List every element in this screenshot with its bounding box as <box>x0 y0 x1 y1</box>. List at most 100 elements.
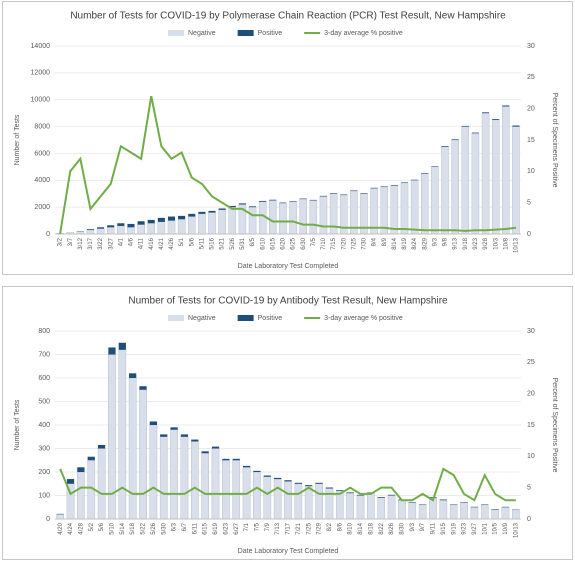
bar <box>336 490 344 491</box>
x-tick-label: 6/3 <box>172 522 178 531</box>
x-tick-label: 7/21 <box>296 522 302 534</box>
bar <box>398 499 406 520</box>
x-tick-label: 4/11 <box>139 237 145 249</box>
legend-label: Negative <box>188 315 216 322</box>
bar <box>460 502 468 520</box>
bar <box>367 492 375 520</box>
bar <box>269 200 277 235</box>
bar <box>106 227 115 235</box>
x-tick-label: 8/22 <box>379 522 385 534</box>
x-tick-label: 9/27 <box>472 522 478 534</box>
x-tick-label: 7/5 <box>255 522 261 531</box>
y2-tick-label: 15 <box>527 422 535 429</box>
y-tick-label: 12000 <box>31 70 51 77</box>
bar <box>284 481 292 520</box>
legend-label: Positive <box>258 30 283 37</box>
bar <box>107 225 115 228</box>
bar <box>190 441 199 520</box>
bar <box>387 495 396 520</box>
x-tick-label: 6/27 <box>234 522 240 534</box>
x-axis-title: Date Laboratory Test Completed <box>238 548 339 555</box>
bar <box>481 112 490 235</box>
bar <box>97 227 105 229</box>
line-series <box>59 95 517 235</box>
bar <box>431 166 439 167</box>
bar <box>461 126 470 235</box>
x-tick-label: 8/18 <box>368 522 374 534</box>
bar <box>139 386 147 390</box>
bar <box>279 202 287 204</box>
bar <box>309 200 318 235</box>
bar <box>201 451 209 454</box>
bar <box>129 373 137 378</box>
x-tick-label: 6/10 <box>260 237 266 249</box>
x-tick-label: 8/29 <box>422 237 428 249</box>
bar <box>160 434 168 437</box>
bar <box>222 458 230 461</box>
x-tick-label: 7/30 <box>362 237 368 249</box>
bar <box>253 470 261 472</box>
bar <box>170 429 178 520</box>
y-tick-label: 700 <box>38 351 50 358</box>
bar <box>329 193 338 235</box>
y2-axis-title: Percent of Specimens Positive <box>551 93 558 188</box>
y-tick-label: 4000 <box>34 177 50 184</box>
x-tick-label: 4/6 <box>129 237 135 246</box>
bar <box>461 125 469 127</box>
bar <box>299 198 307 200</box>
bar <box>299 198 307 235</box>
bar <box>180 436 189 520</box>
bar <box>439 499 447 501</box>
y2-tick-label: 10 <box>527 168 535 175</box>
bar <box>421 173 429 174</box>
bar <box>211 448 220 520</box>
legend-swatch <box>168 30 184 36</box>
bar <box>289 201 297 202</box>
bar <box>253 471 261 520</box>
bar <box>451 139 459 235</box>
bar <box>97 448 106 520</box>
bar <box>294 483 303 520</box>
bar <box>511 509 520 520</box>
bar <box>411 179 419 181</box>
bar <box>248 206 257 208</box>
x-tick-label: 5/14 <box>120 522 126 534</box>
bar <box>471 132 479 134</box>
x-tick-label: 9/11 <box>431 522 437 534</box>
x-tick-label: 7/29 <box>317 522 323 534</box>
bar <box>208 210 216 213</box>
x-tick-label: 9/8 <box>443 237 449 246</box>
bar <box>147 223 155 235</box>
bar <box>377 497 385 498</box>
x-tick-label: 5/26 <box>151 522 157 534</box>
x-tick-label: 3/12 <box>78 237 84 249</box>
bar <box>470 507 479 520</box>
y2-tick-label: 20 <box>527 106 535 113</box>
bar <box>66 479 75 484</box>
bar <box>137 221 145 225</box>
y2-tick-label: 5 <box>527 200 531 207</box>
bar <box>400 182 409 235</box>
y-tick-label: 100 <box>38 492 50 499</box>
x-tick-label: 10/1 <box>482 522 488 534</box>
bar <box>305 485 313 487</box>
x-tick-label: 9/19 <box>451 522 457 534</box>
x-tick-label: 3/27 <box>108 237 114 249</box>
bar <box>360 193 368 194</box>
bar <box>289 201 297 235</box>
bar <box>421 173 429 235</box>
x-tick-label: 4/20 <box>58 522 64 534</box>
x-tick-label: 5/18 <box>130 522 136 534</box>
bar <box>117 223 125 226</box>
bar <box>315 483 323 520</box>
bar <box>128 377 137 520</box>
legend-swatch <box>237 315 254 321</box>
x-tick-label: 6/11 <box>192 522 198 534</box>
y-axis-title: Number of Tests <box>14 399 21 450</box>
bar <box>263 475 271 477</box>
x-tick-label: 10/9 <box>503 522 509 534</box>
bar <box>380 186 388 187</box>
x-tick-label: 7/25 <box>306 522 312 534</box>
bar <box>198 213 206 235</box>
bar <box>127 227 135 235</box>
